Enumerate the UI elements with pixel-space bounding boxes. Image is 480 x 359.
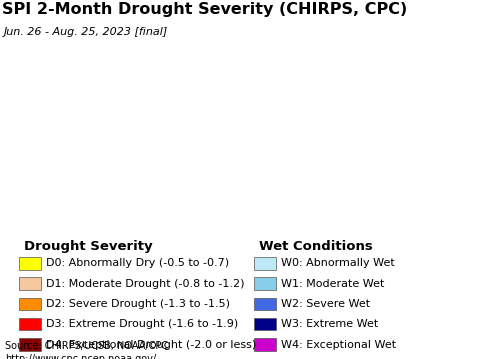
Text: D3: Extreme Drought (-1.6 to -1.9): D3: Extreme Drought (-1.6 to -1.9) [46, 319, 239, 329]
Bar [19, 278, 41, 290]
Bar [19, 318, 41, 331]
Text: W1: Moderate Wet: W1: Moderate Wet [281, 279, 384, 289]
Text: D0: Abnormally Dry (-0.5 to -0.7): D0: Abnormally Dry (-0.5 to -0.7) [46, 258, 229, 268]
Text: http://www.cpc.ncep.noaa.gov/: http://www.cpc.ncep.noaa.gov/ [5, 354, 156, 359]
Text: Source: CHIRPS/UCSB, NOAA/CPC: Source: CHIRPS/UCSB, NOAA/CPC [5, 341, 168, 351]
Bar [254, 318, 276, 331]
Text: D4: Exceptional Drought (-2.0 or less): D4: Exceptional Drought (-2.0 or less) [46, 340, 256, 350]
Bar [19, 339, 41, 351]
Text: W3: Extreme Wet: W3: Extreme Wet [281, 319, 379, 329]
Bar [254, 298, 276, 310]
Text: D2: Severe Drought (-1.3 to -1.5): D2: Severe Drought (-1.3 to -1.5) [46, 299, 230, 309]
Text: SPI 2-Month Drought Severity (CHIRPS, CPC): SPI 2-Month Drought Severity (CHIRPS, CP… [2, 2, 408, 17]
Text: Jun. 26 - Aug. 25, 2023 [final]: Jun. 26 - Aug. 25, 2023 [final] [4, 27, 168, 37]
Text: Drought Severity: Drought Severity [24, 240, 153, 253]
Text: Wet Conditions: Wet Conditions [259, 240, 373, 253]
Text: W2: Severe Wet: W2: Severe Wet [281, 299, 371, 309]
Bar [19, 257, 41, 270]
Bar [254, 257, 276, 270]
Bar [254, 339, 276, 351]
Bar [19, 298, 41, 310]
Text: D1: Moderate Drought (-0.8 to -1.2): D1: Moderate Drought (-0.8 to -1.2) [46, 279, 245, 289]
Text: W4: Exceptional Wet: W4: Exceptional Wet [281, 340, 396, 350]
Bar [254, 278, 276, 290]
Text: W0: Abnormally Wet: W0: Abnormally Wet [281, 258, 395, 268]
